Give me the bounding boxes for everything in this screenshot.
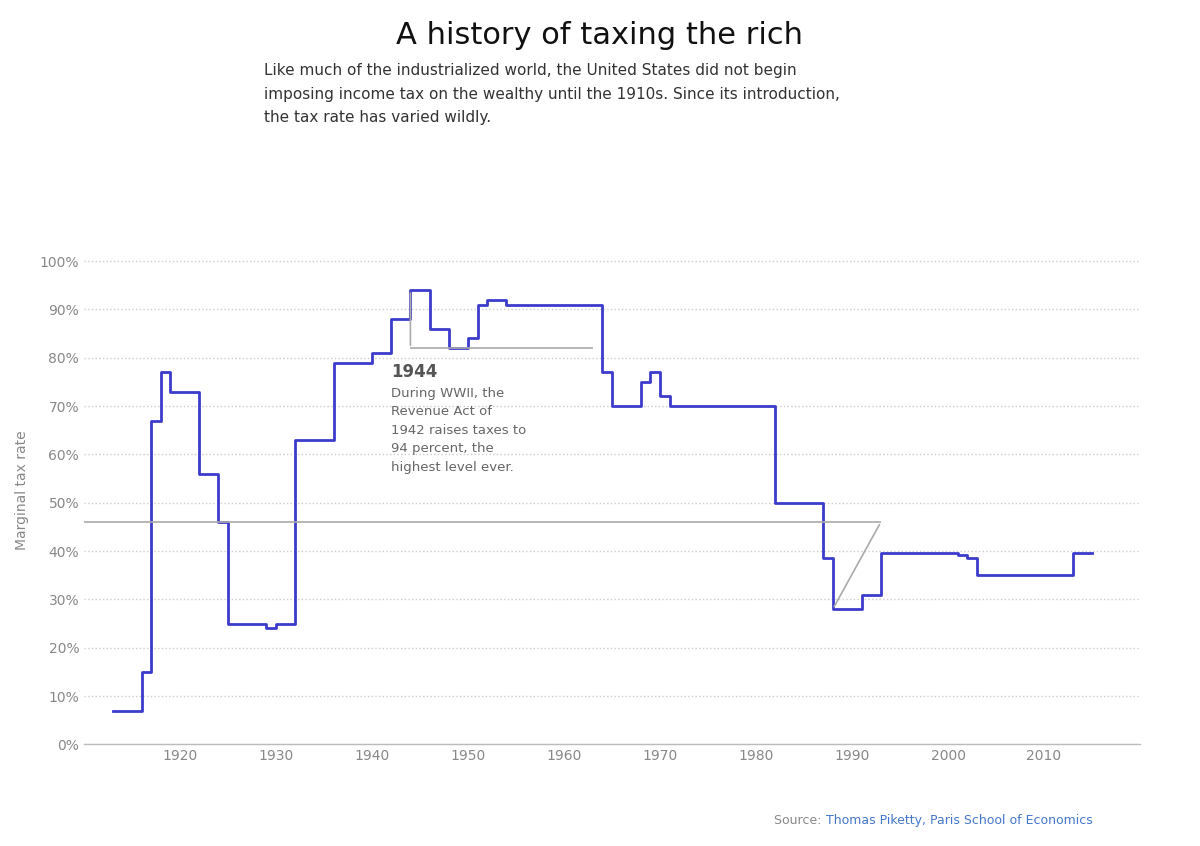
Text: Like much of the industrialized world, the United States did not begin
imposing : Like much of the industrialized world, t… — [264, 63, 840, 125]
Y-axis label: Marginal tax rate: Marginal tax rate — [14, 431, 29, 551]
Text: 1944: 1944 — [391, 363, 438, 381]
Text: Source:: Source: — [774, 815, 826, 827]
Text: During WWII, the
Revenue Act of
1942 raises taxes to
94 percent, the
highest lev: During WWII, the Revenue Act of 1942 rai… — [391, 387, 527, 474]
Text: A history of taxing the rich: A history of taxing the rich — [396, 21, 804, 50]
Text: Thomas Piketty, Paris School of Economics: Thomas Piketty, Paris School of Economic… — [826, 815, 1092, 827]
